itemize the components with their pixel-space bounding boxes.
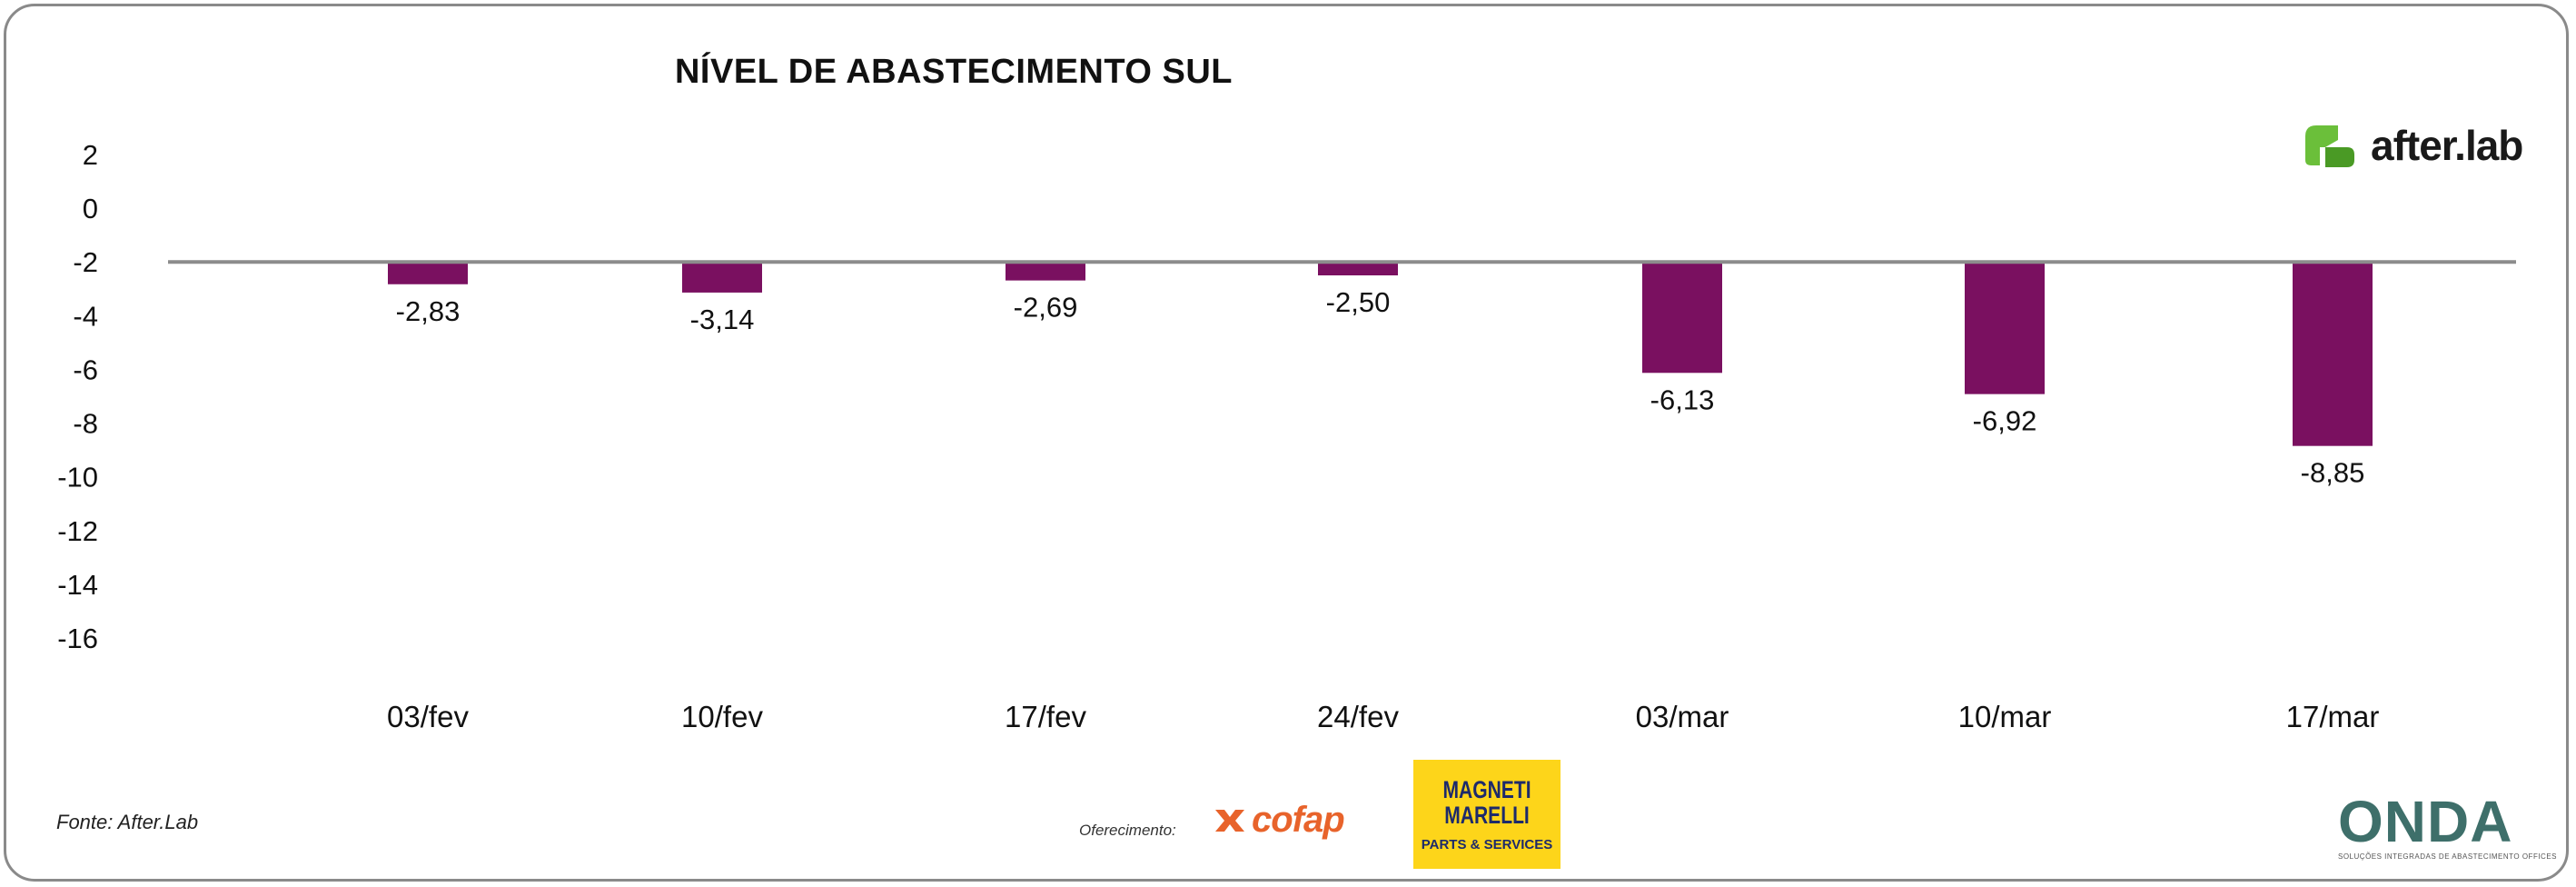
magneti-marelli-logo: MAGNETI MARELLI PARTS & SERVICES [1413, 760, 1560, 869]
y-tick-label: -14 [57, 569, 98, 601]
cofap-name: cofap [1252, 800, 1345, 840]
x-tick-label: 03/fev [387, 700, 469, 733]
magneti-marelli-name: MAGNETI MARELLI [1442, 775, 1531, 829]
bar-value-label: -2,69 [1014, 292, 1078, 324]
onda-subtitle: SOLUÇÕES INTEGRADAS DE ABASTECIMENTO OFF… [2338, 852, 2558, 861]
chart-frame [4, 4, 2569, 882]
bar [1965, 262, 2045, 394]
y-tick-label: -12 [57, 515, 98, 547]
y-tick-label: -10 [57, 462, 98, 493]
bar [388, 262, 468, 284]
brand-name: after.lab [2371, 122, 2523, 169]
onda-name: ONDA [2338, 789, 2513, 854]
bar-value-label: -8,85 [2301, 457, 2365, 489]
x-tick-label: 10/fev [681, 700, 763, 733]
y-tick-label: -4 [73, 300, 98, 332]
chart-title: NÍVEL DE ABASTECIMENTO SUL [674, 53, 1234, 91]
onda-logo: ONDA SOLUÇÕES INTEGRADAS DE ABASTECIMENT… [2338, 789, 2558, 861]
x-tick-label: 03/mar [1636, 700, 1729, 733]
cofap-logo: cofap [1212, 800, 1345, 841]
y-tick-label: 2 [83, 139, 98, 171]
x-tick-label: 17/mar [2286, 700, 2380, 733]
x-tick-label: 17/fev [1005, 700, 1086, 733]
bar [682, 262, 762, 293]
bar [1006, 262, 1085, 281]
y-tick-label: -6 [73, 354, 98, 385]
x-tick-label: 10/mar [1958, 700, 2052, 733]
bar-value-label: -3,14 [690, 304, 755, 335]
y-tick-label: 0 [83, 193, 98, 224]
bar [1642, 262, 1722, 374]
magneti-marelli-subtitle: PARTS & SERVICES [1421, 836, 1553, 852]
cofap-logo-icon [1215, 809, 1244, 832]
source-note: Fonte: After.Lab [56, 811, 199, 833]
bar-value-label: -2,83 [396, 295, 461, 327]
bar [2293, 262, 2373, 446]
y-tick-label: -2 [73, 246, 98, 278]
afterlab-logo: after.lab [2298, 118, 2523, 173]
offer-label: Oferecimento: [1079, 822, 1176, 839]
bar [1318, 262, 1398, 275]
bar-value-label: -6,13 [1650, 384, 1715, 415]
afterlab-logo-icon [2305, 125, 2354, 167]
x-tick-label: 24/fev [1317, 700, 1399, 733]
y-tick-label: -16 [57, 623, 98, 654]
bar-value-label: -2,50 [1326, 286, 1391, 318]
y-tick-label: -8 [73, 408, 98, 440]
bar-value-label: -6,92 [1973, 405, 2037, 437]
